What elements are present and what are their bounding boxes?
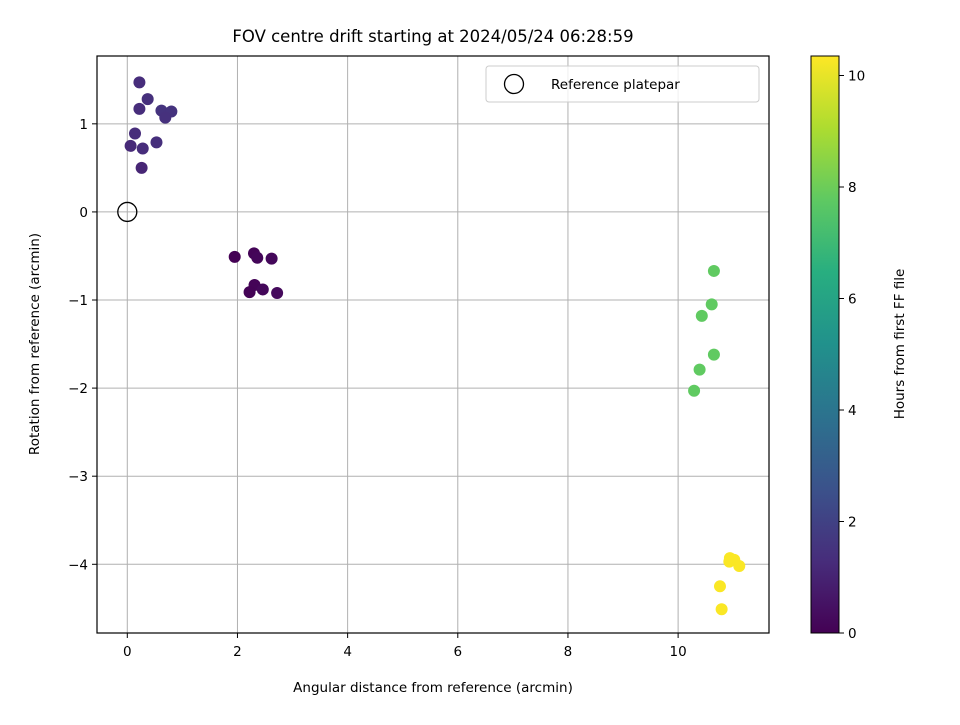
data-point <box>707 348 720 361</box>
colorbar-ticks: 0 2 4 6 8 10 <box>839 69 865 642</box>
x-tick-label: 2 <box>233 644 242 660</box>
x-tick-label: 6 <box>453 644 462 660</box>
data-point <box>707 264 720 277</box>
data-point <box>141 93 154 106</box>
data-point <box>135 161 148 174</box>
y-tick-label: −3 <box>68 469 88 485</box>
x-axis-label: Angular distance from reference (arcmin) <box>293 680 573 696</box>
y-tick-label: −2 <box>68 381 88 397</box>
data-point <box>695 309 708 322</box>
colorbar-tick-label: 4 <box>848 403 857 419</box>
colorbar-tick-label: 10 <box>848 69 865 85</box>
data-point <box>243 286 256 299</box>
legend-label: Reference platepar <box>551 77 680 93</box>
data-point <box>136 142 149 155</box>
data-point <box>715 603 728 616</box>
y-tick-label: −4 <box>68 557 88 573</box>
data-point <box>688 384 701 397</box>
grid <box>97 56 769 633</box>
colorbar <box>810 55 840 634</box>
data-point <box>693 363 706 376</box>
x-tick-label: 10 <box>670 644 687 660</box>
y-axis-ticks: 1 0 −1 −2 −3 −4 <box>68 117 97 573</box>
data-point <box>129 127 142 140</box>
data-point <box>251 251 264 264</box>
data-point <box>150 136 163 149</box>
y-tick-label: 1 <box>79 117 88 133</box>
data-point <box>705 298 718 311</box>
chart-title: FOV centre drift starting at 2024/05/24 … <box>232 27 633 46</box>
colorbar-label: Hours from first FF file <box>892 269 908 420</box>
colorbar-tick-label: 2 <box>848 515 857 531</box>
data-point <box>228 250 241 263</box>
colorbar-tick-label: 6 <box>848 292 857 308</box>
data-point <box>265 252 278 265</box>
data-point <box>733 560 746 573</box>
legend-marker-icon <box>503 73 525 95</box>
data-point <box>713 580 726 593</box>
legend-box <box>485 65 760 103</box>
data-point <box>124 139 137 152</box>
data-point <box>159 111 172 124</box>
legend: Reference platepar <box>485 65 760 103</box>
colorbar-tick-label: 8 <box>848 180 857 196</box>
y-tick-label: −1 <box>68 293 88 309</box>
colorbar-tick-label: 0 <box>848 626 857 642</box>
x-axis-ticks: 0 2 4 6 8 10 <box>123 633 687 660</box>
reference-marker-group <box>117 201 138 223</box>
plot-area <box>97 56 769 633</box>
data-point <box>271 286 284 299</box>
y-axis-label: Rotation from reference (arcmin) <box>27 233 43 455</box>
x-tick-label: 8 <box>564 644 573 660</box>
data-point <box>133 102 146 115</box>
x-tick-label: 4 <box>343 644 352 660</box>
y-tick-label: 0 <box>79 205 88 221</box>
data-point <box>256 283 269 296</box>
plot-frame <box>96 55 770 634</box>
data-points <box>124 76 746 616</box>
data-point <box>133 76 146 89</box>
data-point <box>723 555 736 568</box>
x-tick-label: 0 <box>123 644 132 660</box>
reference-platepar-marker <box>117 201 138 223</box>
